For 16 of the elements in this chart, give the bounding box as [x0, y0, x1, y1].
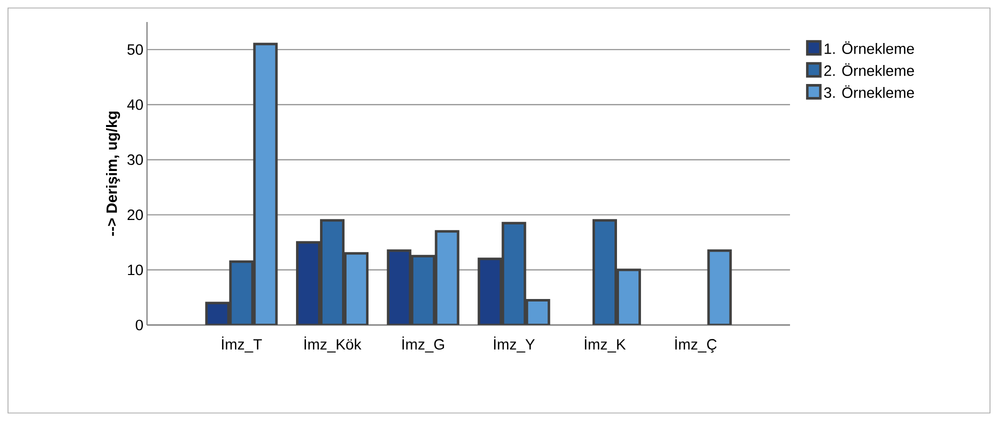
y-tick-label: 0: [136, 320, 143, 330]
legend-label: 3. Örnekleme: [824, 85, 914, 98]
x-tick-label: İmz_Y: [494, 336, 535, 352]
y-tick-label: 40: [127, 99, 143, 110]
x-tick-label: İmz_Kök: [304, 336, 362, 352]
y-tick-label: 10: [128, 264, 143, 276]
y-tick-label: 30: [127, 154, 143, 166]
y-axis-title: --> Derişim, ug/kg: [106, 112, 120, 236]
x-tick-label: İmz_Ç: [675, 336, 717, 353]
x-tick-label: İmz_G: [402, 336, 444, 352]
y-tick-label: 20: [128, 210, 143, 220]
legend-label: 2. Örnekleme: [824, 63, 914, 76]
x-tick-label: İmz_K: [584, 336, 626, 352]
y-tick-label: 50: [127, 44, 143, 55]
x-tick-label: İmz_T: [222, 336, 262, 352]
legend-label: 1. Örnekleme: [824, 41, 914, 54]
